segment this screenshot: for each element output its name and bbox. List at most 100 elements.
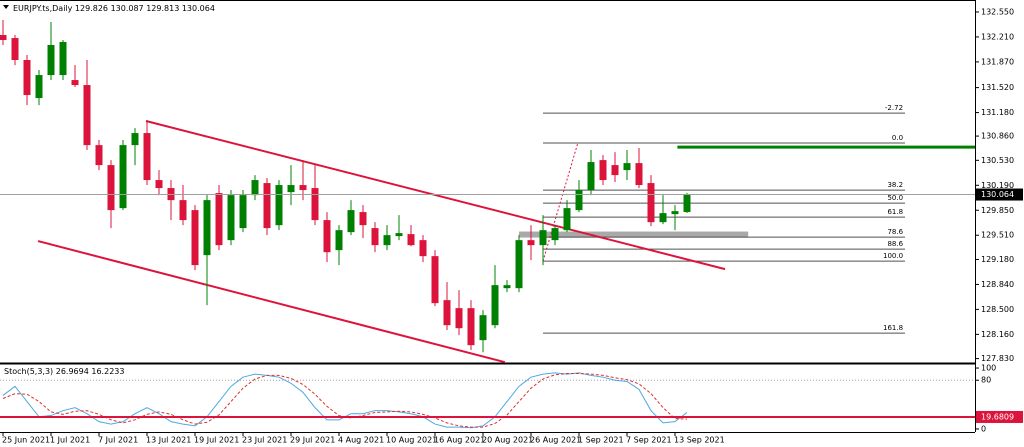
candle-body (587, 162, 595, 191)
x-tick-label: 19 Jul 2021 (194, 436, 239, 445)
candle-body (527, 240, 535, 246)
candle-body (251, 180, 259, 196)
y-tick-label: 132.210 (981, 32, 1014, 41)
candle-body (299, 185, 307, 191)
fib-label: 100.0 (883, 252, 903, 260)
y-tick-label: 80 (981, 376, 991, 385)
x-tick-label: 26 Aug 2021 (530, 436, 581, 445)
candle-body (239, 195, 247, 229)
y-tick-label: 129.850 (981, 206, 1014, 215)
candle-body (35, 75, 43, 99)
header-open: 129.826 (75, 4, 108, 13)
candle-body (371, 228, 379, 246)
x-tick-label: 16 Aug 2021 (434, 436, 485, 445)
x-tick-label: 25 Jun 2021 (2, 436, 50, 445)
candle-body (551, 228, 559, 241)
y-tick-label: 128.160 (981, 330, 1014, 339)
x-tick-label: 1 Sep 2021 (578, 436, 624, 445)
y-tick-label: 100 (981, 364, 996, 373)
candle-body (131, 133, 139, 146)
y-tick-label: 131.520 (981, 83, 1014, 92)
candle-body (23, 59, 31, 96)
current-price-box (976, 188, 1023, 201)
y-tick-label: 130.860 (981, 132, 1014, 141)
fib-label: 0.0 (892, 134, 903, 142)
fib-label: 88.6 (887, 240, 903, 248)
candle-body (479, 315, 487, 341)
fib-label: 78.6 (887, 228, 903, 236)
header-arrow (3, 5, 9, 9)
candle-body (275, 185, 283, 226)
x-tick-label: 7 Jul 2021 (98, 436, 138, 445)
candle-body (155, 180, 163, 189)
x-tick-label: 13 Jul 2021 (146, 436, 191, 445)
candle-body (95, 145, 103, 166)
x-tick-label: 7 Sep 2021 (626, 436, 672, 445)
candle-body (143, 133, 151, 181)
y-tick-label: 128.500 (981, 305, 1014, 314)
y-tick-label: 129.510 (981, 231, 1014, 240)
candle-body (335, 230, 343, 251)
candle-body (623, 163, 631, 171)
candle-body (683, 194, 691, 213)
indicator-title: Stoch(5,3,3) (4, 367, 53, 376)
indicator-header: Stoch(5,3,3) 26.9694 16.2233 (4, 367, 124, 376)
y-tick-label: 130.190 (981, 181, 1014, 190)
stoch-k-value: 26.9694 (56, 367, 89, 376)
fib-label: 50.0 (887, 194, 903, 202)
candle-body (407, 234, 415, 246)
candle-body (575, 190, 583, 211)
trendline (37, 240, 506, 364)
fib-base (542, 142, 579, 262)
candle-body (83, 85, 91, 146)
candle-body (659, 213, 667, 223)
header-low: 129.813 (146, 4, 179, 13)
y-tick-label: 129.180 (981, 255, 1014, 264)
candle-body (431, 256, 439, 304)
hline-value-box (976, 410, 1023, 423)
y-tick-label: 130.530 (981, 156, 1014, 165)
candle-body (215, 193, 223, 246)
candle-body (287, 185, 295, 193)
candle-body (671, 211, 679, 215)
candle-body (203, 200, 211, 256)
candle-body (491, 285, 499, 326)
candle-body (71, 80, 79, 86)
fib-label: 38.2 (887, 181, 903, 189)
candle-body (263, 183, 271, 229)
candle-body (59, 42, 67, 76)
y-tick-label: 131.870 (981, 57, 1014, 66)
header-high: 130.087 (111, 4, 144, 13)
x-tick-label: 29 Jul 2021 (290, 436, 335, 445)
stoch-d-value: 16.2233 (91, 367, 124, 376)
candle-body (11, 38, 19, 60)
candle-body (347, 210, 355, 233)
candle-body (563, 208, 571, 231)
candle-body (179, 200, 187, 221)
trendline (145, 120, 726, 271)
x-tick-label: 10 Aug 2021 (386, 436, 437, 445)
candle-body (0, 35, 7, 41)
fib-label: -2.72 (885, 104, 903, 112)
x-tick-label: 13 Sep 2021 (674, 436, 725, 445)
y-tick-label: 131.180 (981, 108, 1014, 117)
candle-body (311, 188, 319, 221)
candle-body (47, 45, 55, 76)
zone (519, 231, 749, 238)
candle-body (515, 240, 523, 289)
candle-body (539, 230, 547, 246)
x-tick-label: 23 Jul 2021 (242, 436, 287, 445)
candle-body (503, 285, 511, 289)
candle-body (191, 210, 199, 266)
candle-body (323, 220, 331, 253)
candle-body (119, 145, 127, 209)
candle-body (419, 240, 427, 257)
y-tick-label: 0 (981, 424, 986, 433)
candle-body (611, 165, 619, 176)
y-tick-label: 132.550 (981, 7, 1014, 16)
candle-body (395, 233, 403, 237)
candle-body (227, 195, 235, 241)
